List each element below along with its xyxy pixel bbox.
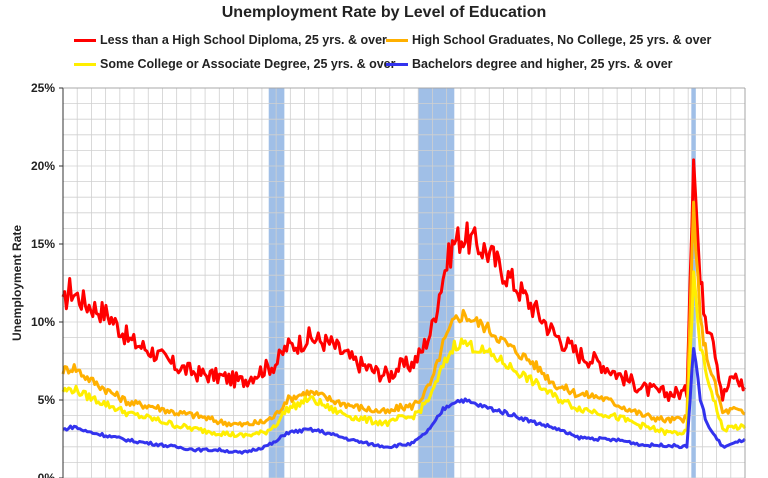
series-line-1 [61, 200, 746, 428]
legend-item-some-college: Some College or Associate Degree, 25 yrs… [74, 57, 396, 71]
legend-label-hs-graduates: High School Graduates, No College, 25 yr… [412, 33, 712, 47]
legend-swatch-some-college [74, 62, 96, 66]
y-axis-title: Unemployment Rate [10, 225, 24, 341]
y-tick-label: 0% [38, 471, 56, 478]
y-tick-label: 20% [31, 159, 55, 173]
recession-band-1 [418, 88, 455, 478]
legend-item-hs-graduates: High School Graduates, No College, 25 yr… [386, 33, 711, 47]
chart-title: Unemployment Rate by Level of Education [221, 4, 547, 21]
legend-swatch-less-than-hs [74, 38, 96, 42]
legend-swatch-hs-graduates [386, 38, 408, 42]
series-lines [61, 158, 747, 455]
legend-label-bachelors: Bachelors degree and higher, 25 yrs. & o… [412, 57, 673, 71]
y-tick-label: 25% [31, 81, 55, 95]
legend-swatch-bachelors [386, 62, 408, 66]
series-line-2 [61, 270, 747, 439]
y-tick-label: 15% [31, 237, 55, 251]
axes: 0% 5% 10% 15% 20% 25% [31, 81, 746, 478]
recession-band-0 [268, 88, 285, 478]
legend-item-bachelors: Bachelors degree and higher, 25 yrs. & o… [386, 57, 673, 71]
series-line-3 [62, 347, 747, 455]
y-tick-label: 5% [38, 393, 56, 407]
legend-item-less-than-hs: Less than a High School Diploma, 25 yrs.… [74, 33, 387, 47]
legend-label-some-college: Some College or Associate Degree, 25 yrs… [100, 57, 396, 71]
legend-label-less-than-hs: Less than a High School Diploma, 25 yrs.… [100, 33, 387, 47]
y-tick-label: 10% [31, 315, 55, 329]
series-line-0 [61, 158, 747, 402]
